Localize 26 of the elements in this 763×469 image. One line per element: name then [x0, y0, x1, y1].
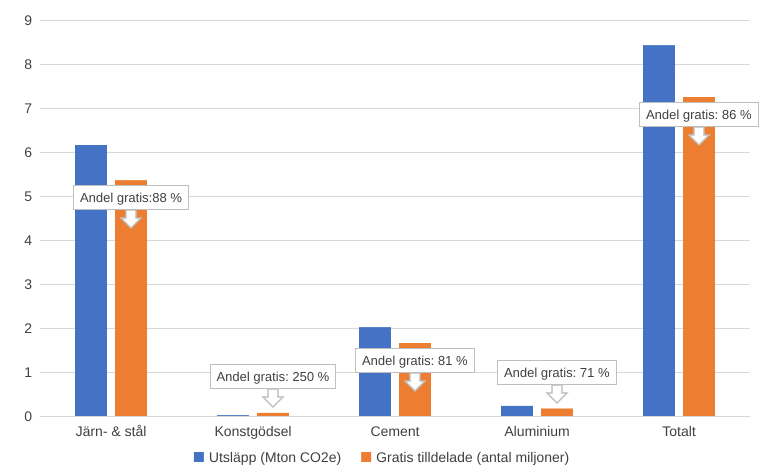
y-tick-label: 0	[24, 408, 32, 424]
bar	[257, 412, 289, 416]
x-tick-label: Konstgödsel	[214, 423, 292, 439]
legend-label: Utsläpp (Mton CO2e)	[208, 449, 342, 465]
x-tick-label: Cement	[370, 423, 420, 439]
annotation: Andel gratis: 250 %	[210, 364, 336, 389]
legend-label: Gratis tilldelade (antal miljoner)	[376, 449, 570, 465]
bar	[683, 97, 715, 416]
y-tick-label: 6	[24, 144, 32, 160]
annotation: Andel gratis:88 %	[73, 185, 189, 210]
y-tick-label: 9	[24, 12, 32, 28]
annotation: Andel gratis: 71 %	[497, 360, 617, 385]
y-tick-label: 3	[24, 276, 32, 292]
annotation: Andel gratis: 81 %	[355, 348, 475, 373]
y-tick-label: 4	[24, 232, 32, 248]
bar	[501, 406, 533, 416]
x-tick-label: Järn- & stål	[76, 423, 146, 439]
y-tick-label: 8	[24, 56, 32, 72]
y-tick-label: 7	[24, 100, 32, 116]
x-tick-label: Aluminium	[504, 423, 570, 439]
y-tick-label: 1	[24, 364, 32, 380]
bar	[541, 408, 573, 416]
annotation: Andel gratis: 86 %	[639, 102, 759, 127]
y-tick-label: 2	[24, 320, 32, 336]
x-tick-label: Totalt	[662, 423, 696, 439]
y-tick-label: 5	[24, 188, 32, 204]
